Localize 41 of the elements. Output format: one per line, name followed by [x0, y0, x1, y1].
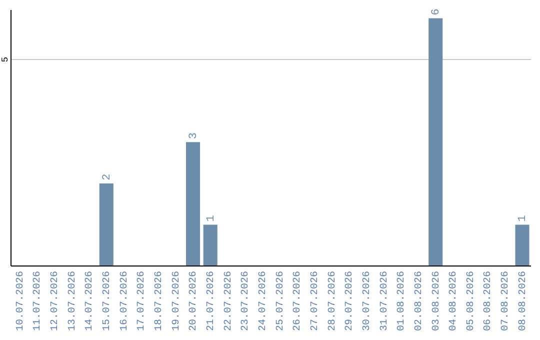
x-tick-label: 28.07.2026	[327, 271, 338, 332]
x-tick-label: 31.07.2026	[379, 271, 390, 332]
x-tick-label: 27.07.2026	[310, 271, 321, 332]
x-tick-label: 02.08.2026	[414, 271, 425, 332]
data-label: 1	[517, 214, 530, 222]
bar	[186, 142, 200, 266]
x-tick-label: 03.08.2026	[431, 271, 442, 332]
x-tick-label: 18.07.2026	[154, 271, 166, 332]
x-tick-label: 20.07.2026	[188, 271, 200, 332]
x-tick-label: 25.07.2026	[275, 271, 286, 332]
bar	[99, 183, 114, 266]
data-label: 3	[188, 132, 200, 140]
data-label: 1	[205, 214, 218, 222]
x-tick-label: 21.07.2026	[206, 271, 217, 332]
x-tick-label: 01.08.2026	[396, 271, 408, 332]
x-tick-label: 16.07.2026	[119, 271, 130, 332]
x-tick-label: 07.08.2026	[500, 271, 512, 332]
bar	[515, 224, 530, 266]
x-tick-label: 19.07.2026	[171, 271, 182, 332]
data-label: 2	[101, 174, 114, 180]
bar	[203, 224, 218, 266]
x-tick-label: 05.08.2026	[466, 271, 477, 332]
x-tick-label: 24.07.2026	[258, 271, 269, 332]
x-tick-label: 22.07.2026	[223, 271, 234, 332]
x-tick-label: 15.07.2026	[102, 271, 114, 332]
x-tick-label: 23.07.2026	[240, 271, 252, 332]
x-tick-label: 26.07.2026	[292, 271, 304, 332]
x-tick-label: 04.08.2026	[448, 271, 460, 332]
x-tick-label: 12.07.2026	[50, 271, 62, 332]
x-tick-label: 14.07.2026	[84, 271, 96, 332]
x-tick-label: 29.07.2026	[344, 271, 356, 332]
x-tick-label: 11.07.2026	[32, 271, 44, 332]
x-tick-label: 08.08.2026	[518, 271, 529, 332]
y-tick-label: 5	[0, 56, 10, 62]
x-tick-label: 13.07.2026	[67, 271, 78, 332]
x-tick-label: 30.07.2026	[362, 271, 373, 332]
x-tick-label: 17.07.2026	[136, 271, 148, 332]
data-label: 6	[430, 8, 443, 16]
bar	[428, 18, 443, 266]
x-tick-label: 06.08.2026	[483, 271, 494, 332]
x-tick-label: 10.07.2026	[15, 271, 26, 332]
